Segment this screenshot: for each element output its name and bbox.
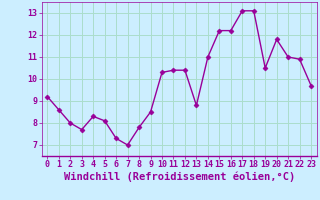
X-axis label: Windchill (Refroidissement éolien,°C): Windchill (Refroidissement éolien,°C) [64,172,295,182]
